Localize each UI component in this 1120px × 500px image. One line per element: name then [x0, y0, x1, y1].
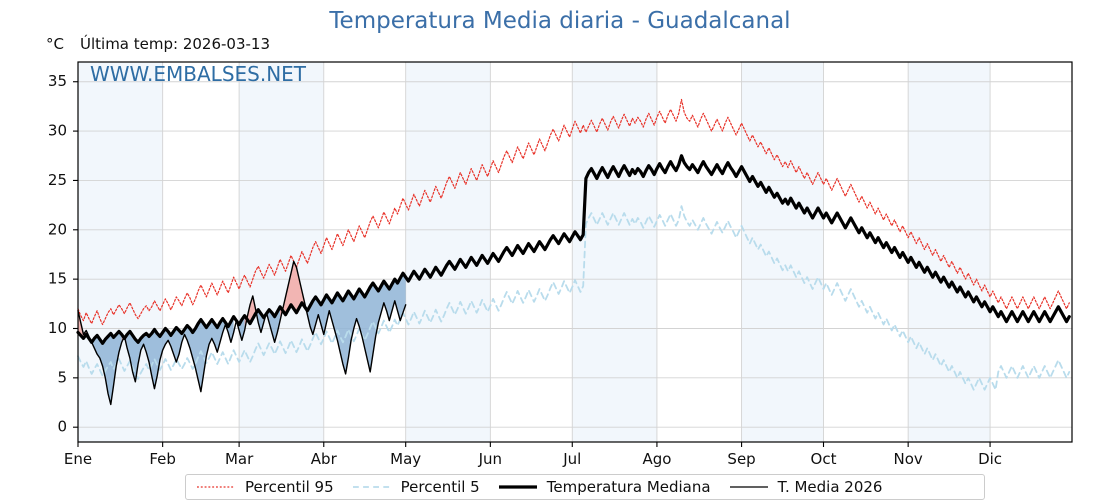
chart-legend: Percentil 95 Percentil 5 Temperatura Media…	[185, 474, 985, 500]
legend-percentil-5[interactable]: Percentil 5	[352, 478, 480, 496]
legend-percentil-5-label: Percentil 5	[400, 478, 480, 496]
y-tick-label: 35	[48, 72, 67, 90]
fill-above-median	[280, 261, 308, 321]
legend-temperatura-mediana-label: Temperatura Mediana	[546, 478, 711, 496]
x-tick-label: Jul	[562, 450, 581, 468]
x-tick-label: Dic	[978, 450, 1002, 468]
watermark-text: WWW.EMBALSES.NET	[90, 62, 307, 86]
x-tick-label: Abr	[311, 450, 338, 468]
y-tick-label: 0	[57, 418, 67, 436]
fill-below-median	[266, 306, 283, 343]
legend-percentil-95-swatch	[196, 481, 236, 493]
x-tick-label: Oct	[811, 450, 837, 468]
x-tick-label: Sep	[727, 450, 755, 468]
y-axis-unit-label: °C	[46, 35, 64, 53]
x-tick-label: Nov	[894, 450, 923, 468]
x-tick-label: May	[390, 450, 421, 468]
legend-percentil-5-swatch	[352, 481, 392, 493]
month-band	[405, 62, 491, 442]
y-tick-label: 20	[48, 220, 67, 238]
y-tick-label: 10	[48, 319, 67, 337]
series-line-temperatura-mediana	[76, 154, 1071, 345]
plot-frame	[77, 61, 1073, 443]
legend-percentil-95-label: Percentil 95	[245, 478, 334, 496]
month-band	[239, 62, 324, 442]
y-tick-label: 5	[57, 368, 67, 386]
month-background-bands	[78, 62, 991, 442]
month-band	[78, 62, 163, 442]
y-tick-label: 25	[48, 171, 67, 189]
fill-above-median	[244, 295, 259, 331]
legend-percentil-95[interactable]: Percentil 95	[196, 478, 334, 496]
last-temp-label: Última temp: 2026-03-13	[80, 35, 271, 53]
y-tick-label: 15	[48, 270, 67, 288]
month-band	[741, 62, 824, 442]
y-tick-label: 30	[48, 122, 67, 140]
fill-below-median	[91, 331, 125, 405]
fill-below-median	[236, 315, 248, 341]
data-series-lines	[76, 98, 1071, 406]
x-tick-label: Mar	[225, 450, 254, 468]
legend-t-media-2026-label: T. Media 2026	[777, 478, 883, 496]
series-line-t-media-2026	[77, 260, 407, 406]
x-axis-ticks: Ene Feb Mar Abr May Jun Jul Ago Sep Oct Nov Dic	[64, 442, 1002, 468]
x-tick-label: Feb	[149, 450, 176, 468]
month-band	[908, 62, 991, 442]
page-title: Temperatura Media diaria - Guadalcanal	[329, 8, 791, 34]
series-line-percentil-5	[77, 205, 1071, 391]
y-axis-ticks: 0 5 10 15 20 25 30 35	[48, 72, 78, 436]
series-line-percentil-95	[77, 98, 1070, 326]
legend-t-media-2026[interactable]: T. Media 2026	[729, 478, 883, 496]
fill-below-median	[255, 308, 267, 333]
legend-temperatura-mediana[interactable]: Temperatura Mediana	[498, 478, 711, 496]
legend-t-media-2026-swatch	[729, 481, 769, 493]
month-band	[572, 62, 657, 442]
x-tick-label: Ene	[64, 450, 92, 468]
x-tick-label: Jun	[478, 450, 502, 468]
legend-temperatura-mediana-swatch	[498, 481, 538, 493]
x-tick-label: Ago	[642, 450, 671, 468]
grid-lines	[78, 62, 1072, 442]
